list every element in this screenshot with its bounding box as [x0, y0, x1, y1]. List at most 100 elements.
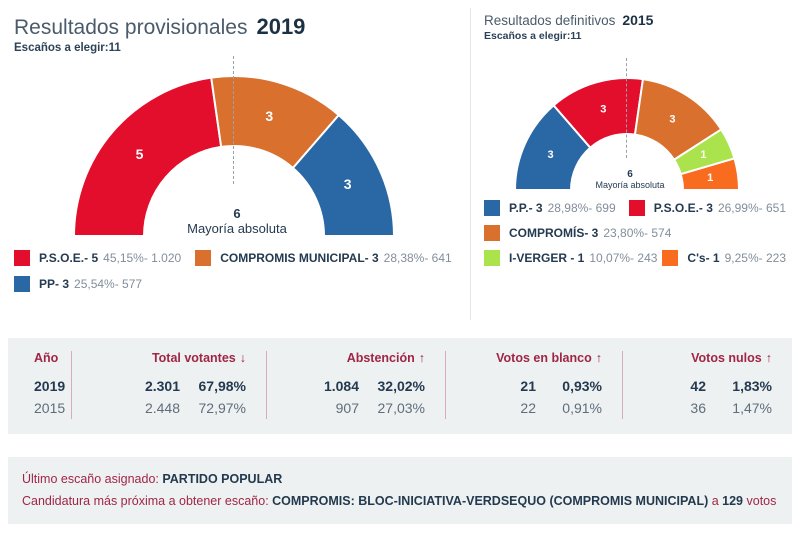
header-votos-nulos[interactable]: Votos nulos ↑ [623, 351, 792, 365]
last-seat-label: Último escaño asignado: [22, 472, 163, 486]
last-seat-line: Último escaño asignado: PARTIDO POPULAR [22, 468, 778, 490]
pct-cell: 0,93% [562, 378, 602, 394]
turnout-table: Año 2019 2015 Total votantes ↓ 2.301 67,9… [8, 338, 792, 434]
donut-segment-PP [291, 113, 396, 237]
legend-item-compromis-municipal: COMPROMIS MUNICIPAL- 3 28,38%- 641 [195, 250, 452, 266]
pct-cell: 1,83% [732, 378, 772, 394]
legend-item-psoe: P.S.O.E.- 3 26,99%- 651 [628, 200, 786, 216]
panel-year: 2019 [256, 14, 306, 39]
panel-provisional-2019: Resultados provisionales 2019 Escaños a e… [0, 0, 470, 334]
table-row: 2019 [34, 375, 71, 397]
segment-seats-label: 3 [600, 103, 606, 115]
color-swatch [484, 250, 500, 266]
sort-up-icon: ↑ [418, 351, 425, 365]
legend-row: I-VERGER - 1 10,07%- 243 C's- 1 9,25%- 2… [484, 250, 800, 266]
column-year: Año 2019 2015 [8, 351, 71, 419]
table-row: 1.084 32,02% [267, 375, 445, 397]
table-row: 907 27,03% [267, 397, 445, 419]
next-candidacy-line: Candidatura más próxima a obtener escaño… [22, 490, 778, 512]
panel-title: Resultados provisionales 2019 [14, 14, 470, 40]
majority-annotation: 6 Mayoría absoluta [484, 169, 776, 190]
panel-definitive-2015: Resultados definitivos 2015 Escaños a ele… [470, 8, 800, 320]
count-cell: 2.301 [144, 378, 180, 394]
majority-label: Mayoría absoluta [595, 180, 665, 190]
seats-to-elect: Escaños a elegir:11 [14, 42, 470, 54]
count-cell: 21 [520, 378, 536, 394]
half-donut-chart-2019: 5 3 3 [72, 75, 396, 237]
legend-votes: 26,99%- 651 [717, 201, 786, 215]
votes-needed: 129 [722, 494, 744, 508]
color-swatch [484, 200, 500, 216]
header-total-votantes[interactable]: Total votantes ↓ [72, 351, 266, 365]
count-cell: 36 [690, 400, 706, 416]
majority-number: 6 [627, 169, 633, 180]
table-row: 2015 [34, 397, 71, 419]
legend-item-compromis: COMPROMÍS- 3 23,80%- 574 [484, 225, 671, 241]
column-total-votantes: Total votantes ↓ 2.301 67,98% 2.448 72,97… [71, 351, 266, 419]
column-abstencion: Abstención ↑ 1.084 32,02% 907 27,03% [266, 351, 445, 419]
results-section: Resultados provisionales 2019 Escaños a e… [0, 0, 800, 334]
legend-item-pp: P.P.- 3 28,98%- 699 [484, 200, 616, 216]
donut-segment-C's [679, 157, 741, 191]
pct-cell: 32,02% [377, 378, 425, 394]
color-swatch [628, 200, 645, 216]
legend-row: P.S.O.E.- 5 45,15%- 1.020 COMPROMIS MUNI… [14, 250, 470, 266]
panel-title: Resultados definitivos 2015 [484, 12, 800, 28]
header-abstencion[interactable]: Abstención ↑ [267, 351, 445, 365]
column-votos-blanco: Votos en blanco ↑ 21 0,93% 22 0,91% [445, 351, 622, 419]
segment-seats-label: 5 [136, 146, 144, 162]
legend-party: C's- 1 [687, 251, 720, 265]
header-label: Total votantes [151, 351, 236, 365]
segment-seats-label: 3 [344, 176, 352, 192]
sort-up-icon: ↑ [765, 351, 772, 365]
segment-seats-label: 3 [265, 108, 273, 124]
seats-value: 11 [108, 42, 121, 54]
next-candidacy-value: COMPROMIS: BLOC-INICIATIVA-VERDSEQUO (CO… [272, 494, 709, 508]
legend-votes: 23,80%- 574 [603, 226, 672, 240]
legend-votes: 45,15%- 1.020 [103, 251, 182, 265]
half-donut-chart-2015: 3 3 3 11 [513, 77, 741, 191]
footer-notes: Último escaño asignado: PARTIDO POPULAR … [8, 457, 792, 524]
legend-party: P.S.O.E.- 5 [39, 251, 99, 265]
legend-row: PP- 3 25,54%- 577 [14, 276, 470, 292]
color-swatch [195, 250, 212, 266]
majority-label: Mayoría absoluta [187, 221, 287, 236]
legend-row: COMPROMÍS- 3 23,80%- 574 [484, 225, 800, 241]
legend-2015: P.P.- 3 28,98%- 699 P.S.O.E.- 3 26,99%- … [484, 200, 800, 266]
pct-cell: 67,98% [198, 378, 246, 394]
legend-item-cs: C's- 1 9,25%- 223 [662, 250, 786, 266]
color-swatch [662, 250, 679, 266]
legend-party: P.P.- 3 [509, 201, 543, 215]
color-swatch [14, 250, 30, 266]
table-row: 36 1,47% [623, 397, 792, 419]
header-votos-blanco[interactable]: Votos en blanco ↑ [446, 351, 622, 365]
column-votos-nulos: Votos nulos ↑ 42 1,83% 36 1,47% [622, 351, 792, 419]
seats-value: 11 [570, 30, 582, 42]
sort-down-icon: ↓ [239, 351, 246, 365]
header-year[interactable]: Año [34, 351, 71, 365]
seats-label: Escaños a elegir: [484, 30, 571, 42]
conjunction: a [708, 494, 723, 508]
panel-title-text: Resultados definitivos [484, 13, 616, 28]
legend-party: P.S.O.E.- 3 [653, 201, 713, 215]
count-cell: 1.084 [323, 378, 359, 394]
count-cell: 907 [335, 400, 359, 416]
pct-cell: 72,97% [198, 400, 246, 416]
segment-seats-label: 1 [707, 172, 713, 184]
last-seat-value: PARTIDO POPULAR [162, 472, 283, 486]
table-row: 42 1,83% [623, 375, 792, 397]
seats-donut-2019: 5 3 3 6 Mayoría absoluta [14, 56, 460, 244]
panel-year: 2015 [622, 12, 654, 28]
legend-item-pp: PP- 3 25,54%- 577 [14, 276, 172, 292]
legend-votes: 25,54%- 577 [74, 277, 143, 291]
table-row: 2.301 67,98% [72, 375, 266, 397]
legend-item-iverger: I-VERGER - 1 10,07%- 243 [484, 250, 657, 266]
seats-label: Escaños a elegir: [14, 42, 109, 54]
legend-item-psoe: P.S.O.E.- 5 45,15%- 1.020 [14, 250, 181, 266]
legend-votes: 9,25%- 223 [724, 251, 786, 265]
segment-seats-label: 1 [700, 149, 706, 161]
header-label: Votos en blanco [496, 351, 592, 365]
year-cell: 2019 [34, 378, 66, 394]
legend-party: COMPROMÍS- 3 [509, 226, 599, 240]
